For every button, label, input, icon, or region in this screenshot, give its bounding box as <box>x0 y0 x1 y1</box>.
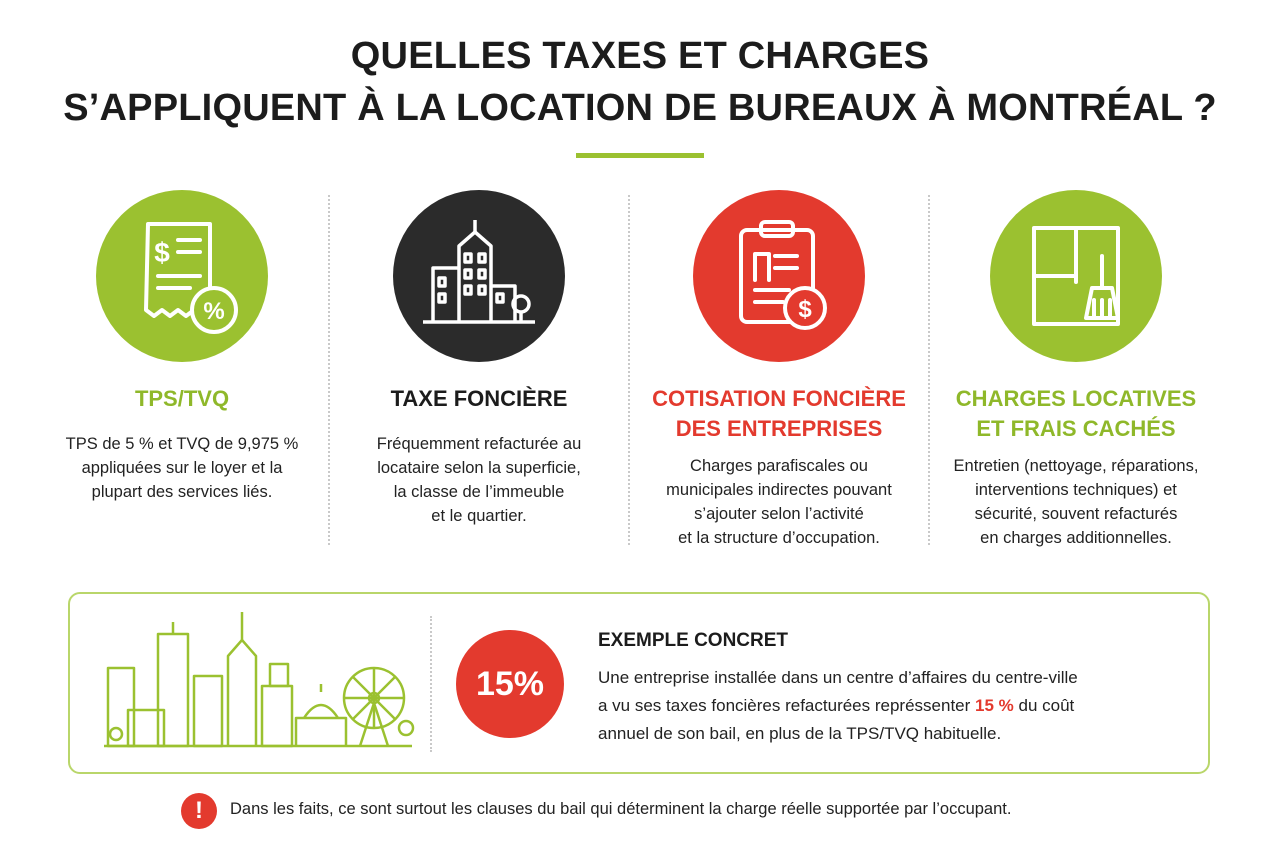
column-taxe-fonciere: TAXE FONCIÈRE Fréquemment refacturée au … <box>331 190 627 528</box>
column-charges-locatives: CHARGES LOCATIVES ET FRAIS CACHÉS Entret… <box>928 190 1224 550</box>
svg-text:$: $ <box>154 237 170 268</box>
column-cotisation: $ COTISATION FONCIÈRE DES ENTREPRISES Ch… <box>631 190 927 550</box>
svg-text:%: % <box>203 298 224 325</box>
buildings-icon <box>393 190 565 362</box>
footnote: Dans les faits, ce sont surtout les clau… <box>230 800 1012 818</box>
clipboard-dollar-icon: $ <box>693 190 865 362</box>
example-title: EXEMPLE CONCRET <box>598 630 789 651</box>
column-divider <box>928 195 930 545</box>
page-title: QUELLES TAXES ET CHARGES S’APPLIQUENT À … <box>0 30 1280 134</box>
column-text: Charges parafiscales ou municipales indi… <box>666 457 892 547</box>
column-text: Fréquemment refacturée au locataire selo… <box>376 435 582 525</box>
title-line-2: S’APPLIQUENT À LA LOCATION DE BUREAUX À … <box>63 87 1217 129</box>
city-skyline-icon <box>104 612 415 748</box>
column-title: TPS/TVQ <box>134 386 230 411</box>
column-divider <box>328 195 330 545</box>
highlight-value: 15 % <box>975 696 1014 715</box>
example-box: 15% EXEMPLE CONCRET Une entreprise insta… <box>68 592 1210 774</box>
receipt-percent-icon: $ % <box>96 190 268 362</box>
title-underline <box>576 153 704 158</box>
percent-badge: 15% <box>456 630 564 738</box>
title-line-1: QUELLES TAXES ET CHARGES <box>350 35 930 77</box>
svg-text:$: $ <box>798 296 812 323</box>
window-broom-icon <box>990 190 1162 362</box>
example-divider <box>430 616 432 752</box>
column-divider <box>628 195 630 545</box>
column-title: CHARGES LOCATIVES ET FRAIS CACHÉS <box>955 386 1197 441</box>
exclamation-icon: ! <box>181 793 217 829</box>
example-text: Une entreprise installée dans un centre … <box>598 668 1078 743</box>
column-title: COTISATION FONCIÈRE DES ENTREPRISES <box>652 386 906 441</box>
column-text: Entretien (nettoyage, réparations, inter… <box>953 457 1199 547</box>
column-title: TAXE FONCIÈRE <box>390 386 568 411</box>
column-text: TPS de 5 % et TVQ de 9,975 % appliquées … <box>65 435 299 501</box>
column-tps-tvq: $ % TPS/TVQ TPS de 5 % et TVQ de 9,975 %… <box>34 190 330 504</box>
